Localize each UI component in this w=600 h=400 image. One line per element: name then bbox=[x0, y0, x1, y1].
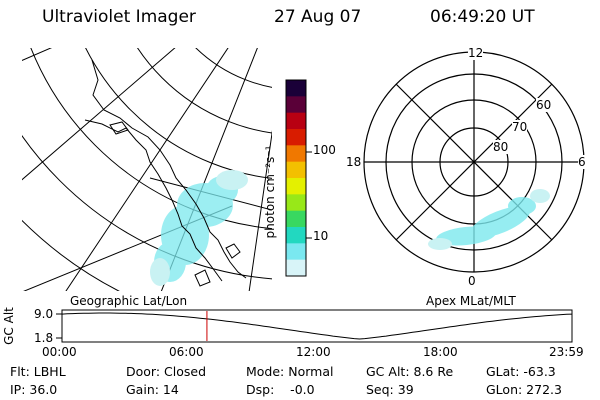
mlt-label-0: 0 bbox=[468, 274, 476, 288]
polar-diagonal bbox=[395, 83, 553, 241]
meridian-line bbox=[248, 129, 272, 291]
status-dsp: Dsp: -0.0 bbox=[246, 382, 315, 397]
colorbar-band bbox=[286, 161, 306, 179]
coastline bbox=[109, 121, 129, 135]
colorbar-band bbox=[286, 80, 306, 97]
status-gc-alt: GC Alt: 8.6 Re bbox=[366, 364, 454, 379]
polar-panel-label: Apex MLat/MLT bbox=[426, 294, 516, 308]
polar-aurora-faint bbox=[428, 189, 550, 250]
coastline bbox=[194, 269, 211, 287]
geo-aurora bbox=[154, 176, 238, 282]
mlt-label-18: 18 bbox=[346, 155, 362, 169]
colorbar-tick-100: 100 bbox=[313, 143, 336, 157]
lat-label-70: 70 bbox=[512, 120, 528, 134]
colorbar-tick-10: 10 bbox=[313, 229, 329, 243]
coastline bbox=[225, 243, 241, 259]
colorbar-band bbox=[286, 96, 306, 114]
lat-label-80: 80 bbox=[493, 140, 509, 154]
alt-xtick-1800: 18:00 bbox=[423, 345, 458, 359]
meridian-line bbox=[22, 48, 53, 62]
colorbar-band bbox=[286, 178, 306, 195]
altitude-curve bbox=[61, 312, 573, 340]
alt-ylabel: GC Alt bbox=[2, 307, 16, 345]
colorbar-band bbox=[286, 194, 306, 212]
colorbar-band bbox=[286, 227, 306, 244]
meridian-line bbox=[65, 48, 229, 291]
coastline bbox=[84, 119, 223, 282]
colorbar-band bbox=[286, 243, 306, 261]
status-gain: Gain: 14 bbox=[126, 382, 179, 397]
instrument-title: Ultraviolet Imager bbox=[42, 7, 196, 27]
status-seq: Seq: 39 bbox=[366, 382, 414, 397]
lat-label-60: 60 bbox=[536, 98, 552, 112]
status-door: Door: Closed bbox=[126, 364, 207, 379]
alt-xtick-2359: 23:59 bbox=[549, 345, 584, 359]
mlt-label-12: 12 bbox=[468, 46, 484, 60]
alt-xtick-1200: 12:00 bbox=[296, 345, 331, 359]
alt-ytick-1-8: 1.8 bbox=[34, 331, 54, 345]
colorbar-band bbox=[286, 145, 306, 163]
alt-ytick-9: 9.0 bbox=[34, 307, 54, 321]
colorbar-band bbox=[286, 129, 306, 146]
colorbar-band bbox=[286, 112, 306, 130]
status-mode: Mode: Normal bbox=[246, 364, 334, 379]
colorbar-band bbox=[286, 210, 306, 228]
mlt-label-6: 6 bbox=[578, 155, 586, 169]
status-glat: GLat: -63.3 bbox=[486, 364, 556, 379]
status-ip: IP: 36.0 bbox=[10, 382, 58, 397]
time-label: 06:49:20 UT bbox=[430, 7, 535, 27]
geo-panel-label: Geographic Lat/Lon bbox=[70, 294, 188, 308]
status-glon: GLon: 272.3 bbox=[486, 382, 562, 397]
alt-xtick-0000: 00:00 bbox=[42, 345, 77, 359]
coastline bbox=[91, 59, 247, 279]
polar-aurora bbox=[436, 197, 536, 246]
meridian-line bbox=[22, 48, 176, 181]
colorbar-band bbox=[286, 259, 306, 277]
status-filter: Flt: LBHL bbox=[10, 364, 66, 379]
date-label: 27 Aug 07 bbox=[274, 7, 362, 27]
alt-xtick-0600: 06:00 bbox=[169, 345, 204, 359]
geo-aurora-faint bbox=[150, 170, 248, 286]
